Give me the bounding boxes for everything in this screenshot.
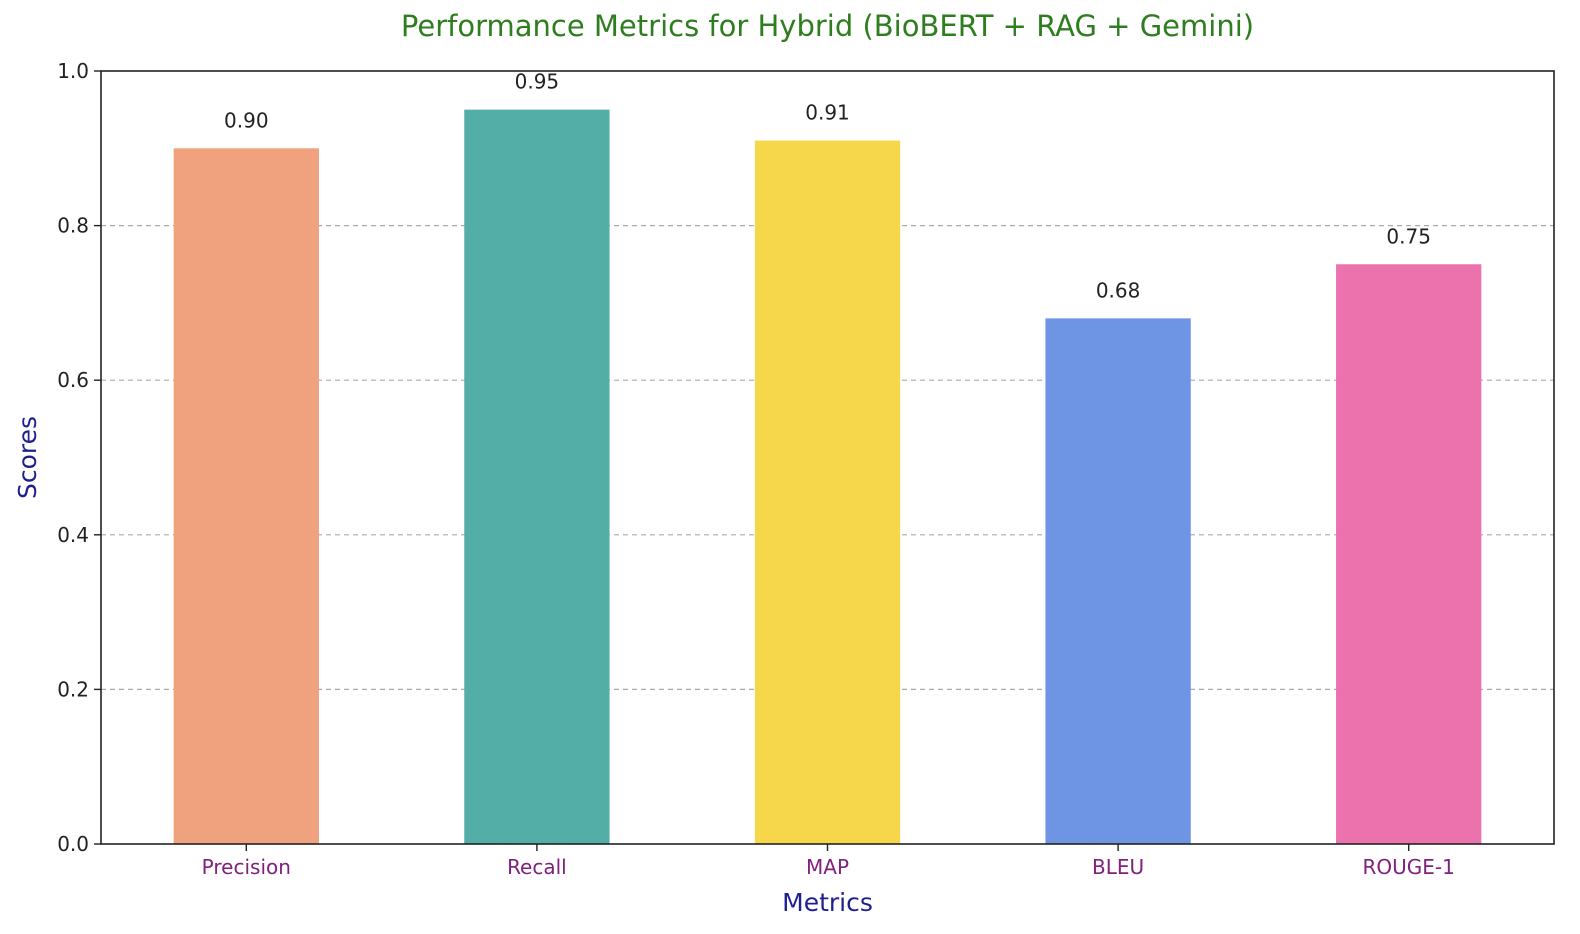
bars <box>173 109 1482 845</box>
data-label: 0.75 <box>1386 224 1431 248</box>
y-axis-ticks: 0.0 0.2 0.4 0.6 0.8 1.0 <box>57 59 101 856</box>
chart-title: Performance Metrics for Hybrid (BioBERT … <box>401 9 1254 43</box>
data-label: 0.68 <box>1096 278 1141 302</box>
x-axis-ticks: Precision Recall MAP BLEU ROUGE-1 <box>202 844 1455 879</box>
x-tick-label: Precision <box>202 855 291 879</box>
grid-lines <box>101 225 1554 691</box>
data-label: 0.90 <box>224 108 269 132</box>
x-tick-label: MAP <box>806 855 849 879</box>
bar-rouge-1 <box>1336 264 1482 844</box>
data-label: 0.95 <box>515 70 560 94</box>
y-tick-label: 0.4 <box>57 523 89 547</box>
bar-recall <box>464 109 610 844</box>
data-labels: 0.90 0.95 0.91 0.68 0.75 <box>224 70 1431 303</box>
data-label: 0.91 <box>805 101 850 125</box>
bar-precision <box>173 148 319 845</box>
x-tick-label: BLEU <box>1092 855 1144 879</box>
y-tick-label: 0.2 <box>57 677 89 701</box>
x-axis-label: Metrics <box>782 888 873 917</box>
x-tick-label: Recall <box>507 855 567 879</box>
y-axis-label: Scores <box>13 416 42 499</box>
bar-map <box>754 140 901 844</box>
bar-bleu <box>1045 318 1191 844</box>
y-tick-label: 0.0 <box>57 832 89 856</box>
y-tick-label: 0.6 <box>57 368 89 392</box>
y-tick-label: 0.8 <box>57 214 89 238</box>
x-tick-label: ROUGE-1 <box>1363 855 1455 879</box>
y-tick-label: 1.0 <box>57 59 89 83</box>
